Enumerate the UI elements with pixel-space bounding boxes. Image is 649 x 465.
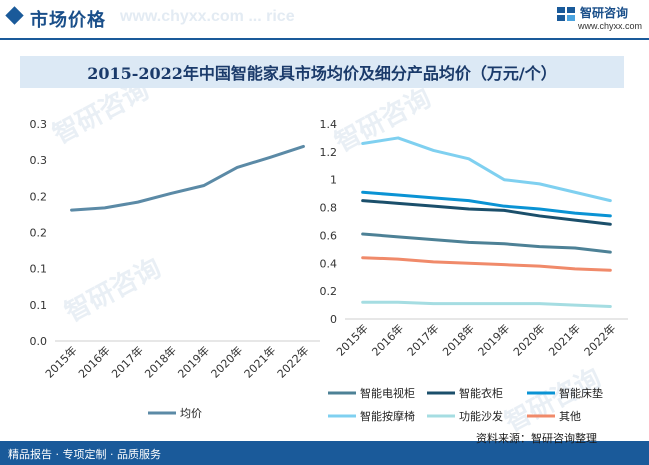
header-divider	[0, 38, 649, 40]
y-tick-label: 0.8	[320, 202, 338, 215]
source-note: 资料来源：智研咨询整理	[476, 432, 597, 445]
x-tick-label: 2019年	[175, 343, 212, 380]
y-tick-label: 0	[330, 313, 337, 326]
header-watermark: www.chyxx.com ... rice	[120, 8, 295, 25]
legend-label: 其他	[559, 410, 581, 423]
series-line	[361, 256, 612, 272]
x-tick-label: 2021年	[241, 343, 278, 380]
footer-tagline: 精品报告 · 专项定制 · 品质服务	[8, 448, 161, 461]
chart-area: 0.00.10.10.20.20.30.32015年2016年2017年2018…	[30, 118, 628, 423]
logo-icon	[557, 7, 575, 21]
x-tick-label: 2020年	[208, 343, 245, 380]
x-tick-label: 2020年	[510, 321, 547, 358]
y-tick-label: 0.0	[30, 335, 48, 348]
logo-url: www.chyxx.com	[578, 21, 643, 31]
series-line	[361, 199, 612, 226]
x-tick-label: 2017年	[404, 321, 441, 358]
logo-name: 智研咨询	[580, 6, 629, 20]
series-line	[70, 144, 305, 212]
x-tick-label: 2015年	[333, 321, 370, 358]
x-tick-label: 2016年	[75, 343, 112, 380]
x-tick-label: 2015年	[42, 343, 79, 380]
legend-label: 智能床垫	[559, 386, 603, 400]
footer-bar	[0, 441, 649, 465]
x-tick-label: 2022年	[274, 343, 311, 380]
series-line	[361, 136, 612, 203]
x-tick-label: 2021年	[546, 321, 583, 358]
legend-label: 智能衣柜	[459, 386, 503, 400]
x-tick-label: 2018年	[439, 321, 476, 358]
x-tick-label: 2018年	[142, 343, 179, 380]
legend-label: 智能电视柜	[360, 386, 415, 400]
y-tick-label: 0.4	[320, 257, 338, 270]
series-line	[361, 190, 612, 218]
series-line	[361, 232, 612, 254]
page-header: 市场价格 www.chyxx.com ... rice 智研咨询 www.chy…	[0, 0, 649, 40]
y-tick-label: 1	[330, 174, 337, 187]
x-tick-label: 2019年	[475, 321, 512, 358]
legend-label: 功能沙发	[459, 409, 503, 423]
y-tick-label: 0.1	[30, 299, 48, 312]
y-tick-label: 0.2	[320, 285, 338, 298]
y-tick-label: 0.6	[320, 229, 338, 242]
y-tick-label: 0.3	[30, 118, 48, 131]
y-tick-label: 0.2	[30, 227, 48, 240]
x-tick-label: 2017年	[108, 343, 145, 380]
x-tick-label: 2022年	[581, 321, 618, 358]
title-band	[20, 56, 624, 88]
legend-label: 均价	[180, 407, 202, 420]
series-line	[361, 300, 612, 308]
section-title: 市场价格	[30, 10, 106, 31]
legend-label: 智能按摩椅	[360, 409, 415, 423]
y-tick-label: 1.4	[320, 118, 338, 131]
y-tick-label: 0.1	[30, 263, 48, 276]
y-tick-label: 0.3	[30, 154, 48, 167]
chart-title: 2015-2022年中国智能家具市场均价及细分产品均价（万元/个）	[87, 64, 557, 83]
y-tick-label: 1.2	[320, 146, 338, 159]
y-tick-label: 0.2	[30, 190, 48, 203]
x-tick-label: 2016年	[369, 321, 406, 358]
